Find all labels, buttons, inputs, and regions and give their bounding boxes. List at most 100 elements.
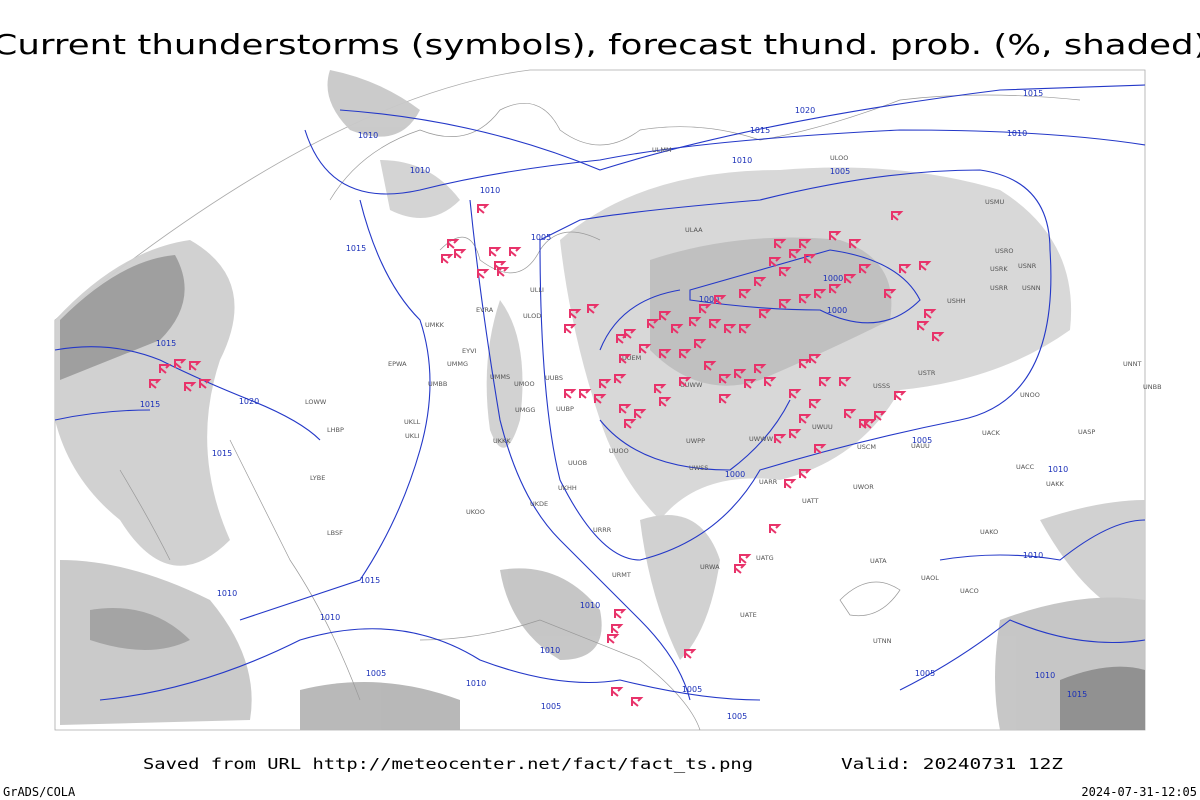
probability-shading [55, 70, 1145, 730]
station-label: USNR [1018, 262, 1037, 270]
station-label: ULOD [523, 312, 541, 320]
isobar-label: 1005 [366, 669, 386, 678]
isobar-label: 1020 [795, 106, 815, 115]
thunderstorm-symbol [624, 419, 637, 429]
thunderstorm-symbol [497, 267, 510, 277]
isobar-label: 1000 [823, 274, 843, 283]
station-label: UMMS [490, 373, 510, 381]
station-label: UMGG [515, 406, 535, 414]
station-label: UARR [759, 478, 778, 486]
thunderstorm-symbol [789, 389, 802, 399]
station-label: UUWW [680, 381, 703, 389]
thunderstorm-symbol [809, 399, 822, 409]
thunderstorm-symbol [774, 434, 787, 444]
station-label: UUBS [545, 374, 563, 382]
thunderstorm-symbol [671, 324, 684, 334]
station-label: UKDE [530, 500, 548, 508]
thunderstorm-symbol [569, 309, 582, 319]
thunderstorm-symbol [689, 317, 702, 327]
isobar-label: 1020 [239, 397, 259, 406]
station-label: UKLI [405, 432, 420, 440]
station-label: UMMG [447, 360, 468, 368]
thunderstorm-symbol [634, 409, 647, 419]
thunderstorm-symbol [829, 284, 842, 294]
station-label: EYVI [462, 347, 477, 355]
station-label: LYBE [310, 474, 325, 482]
thunderstorm-symbol [647, 319, 660, 329]
thunderstorm-symbol [477, 269, 490, 279]
thunderstorm-symbol [849, 239, 862, 249]
thunderstorm-symbol [679, 377, 692, 387]
station-label: UNNT [1123, 360, 1141, 368]
station-label: UUOO [609, 447, 629, 455]
station-label: UNOO [1020, 391, 1040, 399]
thunderstorm-symbols [149, 204, 945, 707]
thunderstorm-symbol [719, 374, 732, 384]
thunderstorm-symbol [891, 211, 904, 221]
thunderstorm-symbol [587, 304, 600, 314]
thunderstorm-symbol [599, 379, 612, 389]
station-label: UATT [802, 497, 819, 505]
station-label: UWWW [749, 435, 774, 443]
thunderstorm-symbol [454, 249, 467, 259]
thunderstorm-symbol [864, 419, 877, 429]
thunderstorm-symbol [764, 377, 777, 387]
isobar-label: 1010 [580, 601, 600, 610]
thunderstorm-symbol [769, 257, 782, 267]
isobar-label: 1010 [320, 613, 340, 622]
station-label: USHH [947, 297, 966, 305]
isobar-label: 1005 [531, 233, 551, 242]
thunderstorm-symbol [774, 239, 787, 249]
thunderstorm-symbol [844, 274, 857, 284]
thunderstorm-symbol [619, 354, 632, 364]
map-area: ULMM ULOO USMU ULAA USRO USRK USNR USRR USNN USHH… [54, 69, 1162, 731]
isobar-label: 1005 [915, 669, 935, 678]
thunderstorm-symbol [441, 254, 454, 264]
station-label: UWUU [812, 423, 833, 431]
station-label: USTR [918, 369, 936, 377]
thunderstorm-symbol [804, 254, 817, 264]
isobar-label: 1010 [732, 156, 752, 165]
software: GrADS/COLA [3, 785, 76, 799]
station-label: USMU [985, 198, 1004, 206]
thunderstorm-symbol [614, 609, 627, 619]
station-label: UATE [740, 611, 757, 619]
thunderstorm-symbol [759, 309, 772, 319]
isobar-label: 1010 [1035, 671, 1055, 680]
source-url: Saved from URL http://meteocenter.net/fa… [143, 755, 753, 773]
isobar-label: 1015 [156, 339, 176, 348]
thunderstorm-symbol [744, 379, 757, 389]
thunderstorm-symbol [799, 359, 812, 369]
isobar-label: 1010 [1023, 551, 1043, 560]
isobar-label: 1005 [682, 685, 702, 694]
station-label: URRR [593, 526, 612, 534]
station-label: ULAA [685, 226, 703, 234]
isobar-label: 1010 [358, 131, 378, 140]
station-label: LOWW [305, 398, 327, 406]
station-label: UACO [960, 587, 979, 595]
thunderstorm-symbol [814, 289, 827, 299]
thunderstorm-symbol [684, 649, 697, 659]
thunderstorm-symbol [699, 304, 712, 314]
isobar-label: 1015 [212, 449, 232, 458]
thunderstorm-symbol [631, 697, 644, 707]
thunderstorm-symbol [754, 364, 767, 374]
station-labels: ULMM ULOO USMU ULAA USRO USRK USNR USRR USNN USHH… [305, 146, 1162, 645]
station-label: LBSF [327, 529, 343, 537]
station-label: UAKO [980, 528, 998, 536]
isobar-label: 1000 [725, 470, 745, 479]
thunderstorm-symbol [509, 247, 522, 257]
thunderstorm-symbol [724, 324, 737, 334]
thunderstorm-symbol [769, 524, 782, 534]
thunderstorm-symbol [611, 687, 624, 697]
isobar-label: 1010 [410, 166, 430, 175]
station-label: UATA [870, 557, 887, 565]
isobar-label: 1010 [1007, 129, 1027, 138]
station-label: UMBB [428, 380, 447, 388]
station-label: ULMM [652, 146, 672, 154]
thunderstorm-symbol [659, 397, 672, 407]
station-label: UACC [1016, 463, 1035, 471]
station-label: UAOL [921, 574, 939, 582]
station-label: URWA [700, 563, 720, 571]
isobar-label: 1010 [480, 186, 500, 195]
